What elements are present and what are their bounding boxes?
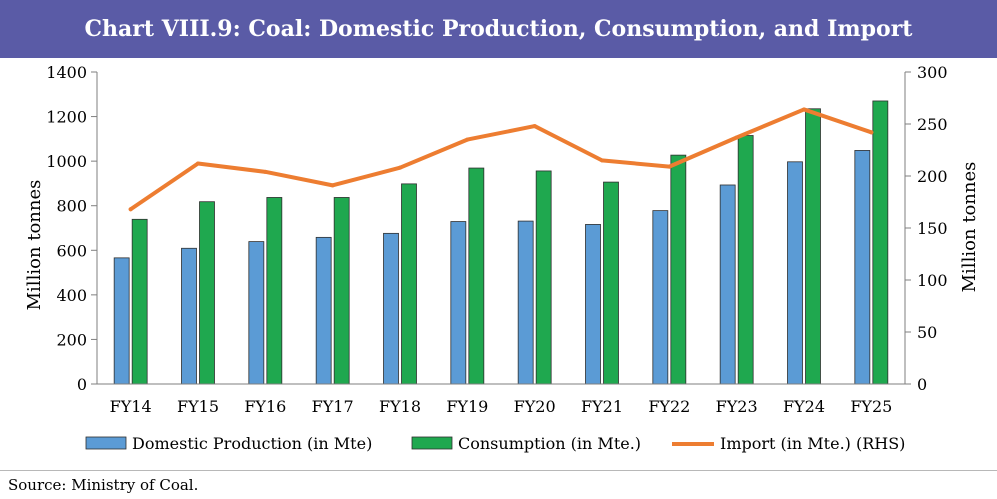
y-tick-label-right: 250	[917, 115, 948, 134]
legend-label-consumption: Consumption (in Mte.)	[458, 434, 641, 453]
bar-consumption	[333, 197, 350, 385]
chart-svg: 0 200 400 600 800 1000 1200 1400 0 50 100 150 200 250…	[24, 63, 980, 453]
bar-consumption	[468, 167, 485, 385]
bars	[113, 100, 889, 385]
y-tick-label-left: 1000	[46, 152, 87, 171]
bar-domestic-production	[517, 220, 534, 385]
y-axis-label-left: Million tonnes	[24, 180, 45, 311]
point-import	[869, 130, 874, 135]
bar-domestic-production	[652, 210, 669, 385]
bar-domestic-production	[113, 257, 130, 385]
x-tick-label: FY18	[379, 397, 421, 416]
bar-domestic-production	[854, 150, 871, 385]
bar-domestic-production	[450, 221, 467, 385]
bar-domestic-production	[315, 236, 332, 385]
bar-domestic-production	[585, 224, 601, 385]
point-import	[398, 165, 402, 170]
y-tick-label-right: 50	[917, 323, 937, 342]
x-tick-label: FY16	[244, 397, 286, 416]
point-import	[196, 161, 200, 166]
legend: Domestic Production (in Mte) Consumption …	[85, 434, 905, 453]
y-tick-label-left: 600	[56, 241, 87, 260]
bar-consumption	[737, 135, 754, 385]
y-tick-label-right: 100	[917, 271, 948, 290]
source-divider	[0, 470, 997, 471]
bar-domestic-production	[383, 232, 399, 385]
x-tick-label: FY24	[783, 397, 825, 416]
y-tick-label-left: 200	[56, 330, 87, 349]
legend-label-import: Import (in Mte.) (RHS)	[720, 434, 905, 453]
point-import	[330, 183, 335, 188]
x-tick-label: FY15	[177, 397, 219, 416]
y-tick-label-left: 0	[77, 375, 87, 394]
x-tick-label: FY23	[716, 397, 758, 416]
source-note: Source: Ministry of Coal.	[8, 476, 199, 494]
x-tick-label: FY20	[514, 397, 556, 416]
y-tick-label-left: 1400	[46, 63, 87, 82]
point-import	[532, 124, 537, 129]
x-tick-label: FY17	[312, 397, 354, 416]
bar-consumption	[872, 100, 889, 385]
x-tick-label: FY22	[648, 397, 690, 416]
y-tick-label-right: 150	[917, 219, 948, 238]
bar-consumption	[401, 183, 417, 385]
legend-swatch-domestic-production	[85, 436, 127, 450]
x-tick-label: FY19	[446, 397, 488, 416]
legend-label-domestic-production: Domestic Production (in Mte)	[132, 434, 372, 453]
bar-consumption	[670, 154, 687, 385]
point-import	[263, 169, 268, 174]
point-import	[667, 164, 672, 169]
line-import	[128, 107, 874, 212]
y-tick-label-left: 1200	[46, 108, 87, 127]
legend-swatch-consumption	[411, 436, 453, 450]
tick-labels: 0 200 400 600 800 1000 1200 1400 0 50 100 150 200 250…	[46, 63, 947, 416]
bar-consumption	[266, 197, 283, 385]
bar-consumption	[535, 170, 552, 385]
point-import	[128, 207, 133, 212]
x-tick-label: FY14	[110, 397, 152, 416]
bar-consumption	[805, 108, 821, 385]
y-tick-label-right: 200	[917, 167, 948, 186]
bar-consumption	[199, 201, 215, 385]
y-tick-label-right: 300	[917, 63, 948, 82]
x-tick-label: FY21	[581, 397, 623, 416]
bar-consumption	[131, 218, 148, 385]
point-import	[600, 158, 604, 163]
point-import	[734, 135, 739, 140]
y-tick-label-right: 0	[917, 375, 927, 394]
point-import	[802, 107, 806, 112]
y-tick-label-left: 400	[56, 286, 87, 305]
axes	[91, 71, 911, 385]
y-axis-label-right: Million tonnes	[959, 162, 980, 293]
x-tick-label: FY25	[850, 397, 892, 416]
bar-domestic-production	[248, 241, 265, 385]
import-line-group	[128, 107, 874, 212]
bar-consumption	[603, 181, 619, 385]
bar-domestic-production	[787, 161, 803, 385]
y-tick-label-left: 800	[56, 197, 87, 216]
bar-domestic-production	[181, 247, 197, 385]
point-import	[465, 137, 470, 142]
bar-domestic-production	[719, 184, 736, 385]
chart-title: Chart VIII.9: Coal: Domestic Production,…	[0, 0, 997, 58]
